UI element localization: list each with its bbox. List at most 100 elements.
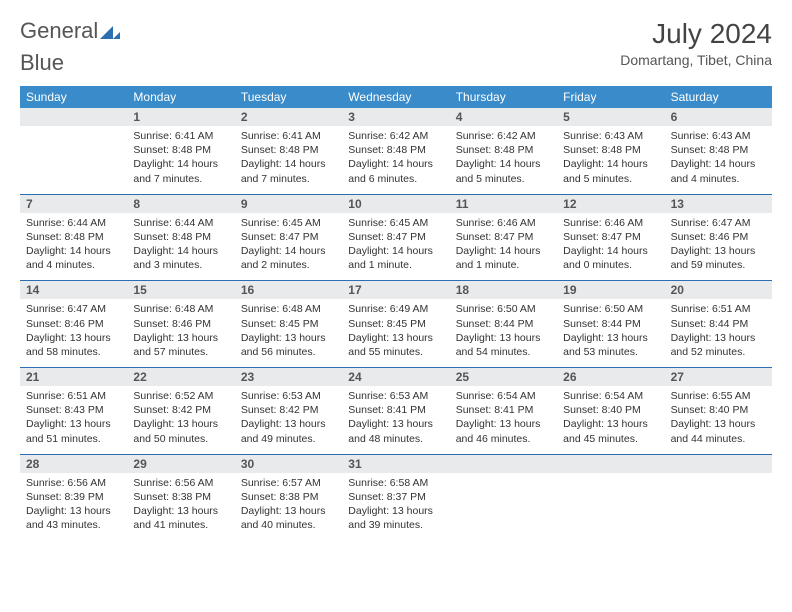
sunrise-text: Sunrise: 6:55 AM — [671, 389, 766, 403]
day-number: 26 — [557, 368, 664, 386]
day-number: 10 — [342, 195, 449, 213]
day-cell: Sunrise: 6:54 AMSunset: 8:41 PMDaylight:… — [450, 386, 557, 454]
sunrise-text: Sunrise: 6:52 AM — [133, 389, 228, 403]
sunset-text: Sunset: 8:38 PM — [133, 490, 228, 504]
sunset-text: Sunset: 8:44 PM — [563, 317, 658, 331]
weeks-container: 123456Sunrise: 6:41 AMSunset: 8:48 PMDay… — [20, 108, 772, 540]
sunset-text: Sunset: 8:48 PM — [563, 143, 658, 157]
month-title: July 2024 — [620, 18, 772, 50]
day-number: 21 — [20, 368, 127, 386]
sunset-text: Sunset: 8:37 PM — [348, 490, 443, 504]
sunset-text: Sunset: 8:41 PM — [348, 403, 443, 417]
daylight-text: Daylight: 14 hours and 5 minutes. — [563, 157, 658, 185]
daylight-text: Daylight: 14 hours and 3 minutes. — [133, 244, 228, 272]
day-cell: Sunrise: 6:52 AMSunset: 8:42 PMDaylight:… — [127, 386, 234, 454]
dow-wednesday: Wednesday — [342, 86, 449, 108]
day-number: 4 — [450, 108, 557, 126]
sunset-text: Sunset: 8:48 PM — [456, 143, 551, 157]
day-cell: Sunrise: 6:53 AMSunset: 8:41 PMDaylight:… — [342, 386, 449, 454]
day-cell: Sunrise: 6:51 AMSunset: 8:44 PMDaylight:… — [665, 299, 772, 367]
day-number: 6 — [665, 108, 772, 126]
sunrise-text: Sunrise: 6:41 AM — [133, 129, 228, 143]
sunrise-text: Sunrise: 6:45 AM — [241, 216, 336, 230]
sunset-text: Sunset: 8:41 PM — [456, 403, 551, 417]
day-cell — [665, 473, 772, 541]
sunrise-text: Sunrise: 6:48 AM — [133, 302, 228, 316]
sunrise-text: Sunrise: 6:42 AM — [456, 129, 551, 143]
day-number: 22 — [127, 368, 234, 386]
day-number — [665, 455, 772, 473]
day-number: 16 — [235, 281, 342, 299]
day-cell: Sunrise: 6:44 AMSunset: 8:48 PMDaylight:… — [20, 213, 127, 281]
daylight-text: Daylight: 13 hours and 51 minutes. — [26, 417, 121, 445]
sunrise-text: Sunrise: 6:51 AM — [26, 389, 121, 403]
sunset-text: Sunset: 8:39 PM — [26, 490, 121, 504]
day-number-row: 78910111213 — [20, 194, 772, 213]
dow-sunday: Sunday — [20, 86, 127, 108]
day-cell: Sunrise: 6:57 AMSunset: 8:38 PMDaylight:… — [235, 473, 342, 541]
sunset-text: Sunset: 8:44 PM — [456, 317, 551, 331]
day-number: 20 — [665, 281, 772, 299]
day-cell: Sunrise: 6:49 AMSunset: 8:45 PMDaylight:… — [342, 299, 449, 367]
sunset-text: Sunset: 8:47 PM — [348, 230, 443, 244]
daylight-text: Daylight: 13 hours and 41 minutes. — [133, 504, 228, 532]
daylight-text: Daylight: 13 hours and 57 minutes. — [133, 331, 228, 359]
day-number: 2 — [235, 108, 342, 126]
sunset-text: Sunset: 8:40 PM — [671, 403, 766, 417]
sunset-text: Sunset: 8:48 PM — [241, 143, 336, 157]
day-cell: Sunrise: 6:46 AMSunset: 8:47 PMDaylight:… — [450, 213, 557, 281]
sunrise-text: Sunrise: 6:56 AM — [133, 476, 228, 490]
day-cell: Sunrise: 6:46 AMSunset: 8:47 PMDaylight:… — [557, 213, 664, 281]
daylight-text: Daylight: 14 hours and 7 minutes. — [133, 157, 228, 185]
day-cell: Sunrise: 6:42 AMSunset: 8:48 PMDaylight:… — [450, 126, 557, 194]
day-cell: Sunrise: 6:58 AMSunset: 8:37 PMDaylight:… — [342, 473, 449, 541]
day-number: 23 — [235, 368, 342, 386]
day-number: 5 — [557, 108, 664, 126]
sunrise-text: Sunrise: 6:53 AM — [348, 389, 443, 403]
daylight-text: Daylight: 13 hours and 45 minutes. — [563, 417, 658, 445]
sunset-text: Sunset: 8:42 PM — [133, 403, 228, 417]
day-body-row: Sunrise: 6:41 AMSunset: 8:48 PMDaylight:… — [20, 126, 772, 194]
day-cell — [20, 126, 127, 194]
daylight-text: Daylight: 13 hours and 59 minutes. — [671, 244, 766, 272]
sunset-text: Sunset: 8:42 PM — [241, 403, 336, 417]
sunset-text: Sunset: 8:46 PM — [671, 230, 766, 244]
day-cell: Sunrise: 6:50 AMSunset: 8:44 PMDaylight:… — [450, 299, 557, 367]
day-cell: Sunrise: 6:56 AMSunset: 8:39 PMDaylight:… — [20, 473, 127, 541]
sunrise-text: Sunrise: 6:56 AM — [26, 476, 121, 490]
sunrise-text: Sunrise: 6:48 AM — [241, 302, 336, 316]
daylight-text: Daylight: 14 hours and 5 minutes. — [456, 157, 551, 185]
day-cell: Sunrise: 6:43 AMSunset: 8:48 PMDaylight:… — [665, 126, 772, 194]
day-cell: Sunrise: 6:54 AMSunset: 8:40 PMDaylight:… — [557, 386, 664, 454]
daylight-text: Daylight: 13 hours and 40 minutes. — [241, 504, 336, 532]
day-cell: Sunrise: 6:48 AMSunset: 8:46 PMDaylight:… — [127, 299, 234, 367]
logo: General — [20, 18, 120, 44]
daylight-text: Daylight: 13 hours and 53 minutes. — [563, 331, 658, 359]
sunset-text: Sunset: 8:48 PM — [133, 230, 228, 244]
sunrise-text: Sunrise: 6:51 AM — [671, 302, 766, 316]
day-number: 24 — [342, 368, 449, 386]
day-number: 19 — [557, 281, 664, 299]
day-of-week-header: Sunday Monday Tuesday Wednesday Thursday… — [20, 86, 772, 108]
calendar-grid: Sunday Monday Tuesday Wednesday Thursday… — [20, 86, 772, 540]
sunset-text: Sunset: 8:47 PM — [563, 230, 658, 244]
sunrise-text: Sunrise: 6:58 AM — [348, 476, 443, 490]
sunset-text: Sunset: 8:45 PM — [348, 317, 443, 331]
daylight-text: Daylight: 13 hours and 49 minutes. — [241, 417, 336, 445]
dow-friday: Friday — [557, 86, 664, 108]
daylight-text: Daylight: 14 hours and 4 minutes. — [26, 244, 121, 272]
daylight-text: Daylight: 13 hours and 46 minutes. — [456, 417, 551, 445]
sunrise-text: Sunrise: 6:47 AM — [671, 216, 766, 230]
day-number: 15 — [127, 281, 234, 299]
daylight-text: Daylight: 13 hours and 44 minutes. — [671, 417, 766, 445]
daylight-text: Daylight: 14 hours and 2 minutes. — [241, 244, 336, 272]
day-cell: Sunrise: 6:56 AMSunset: 8:38 PMDaylight:… — [127, 473, 234, 541]
sunrise-text: Sunrise: 6:49 AM — [348, 302, 443, 316]
daylight-text: Daylight: 13 hours and 56 minutes. — [241, 331, 336, 359]
sunrise-text: Sunrise: 6:47 AM — [26, 302, 121, 316]
dow-tuesday: Tuesday — [235, 86, 342, 108]
day-cell — [450, 473, 557, 541]
day-number — [20, 108, 127, 126]
daylight-text: Daylight: 13 hours and 50 minutes. — [133, 417, 228, 445]
day-cell: Sunrise: 6:44 AMSunset: 8:48 PMDaylight:… — [127, 213, 234, 281]
